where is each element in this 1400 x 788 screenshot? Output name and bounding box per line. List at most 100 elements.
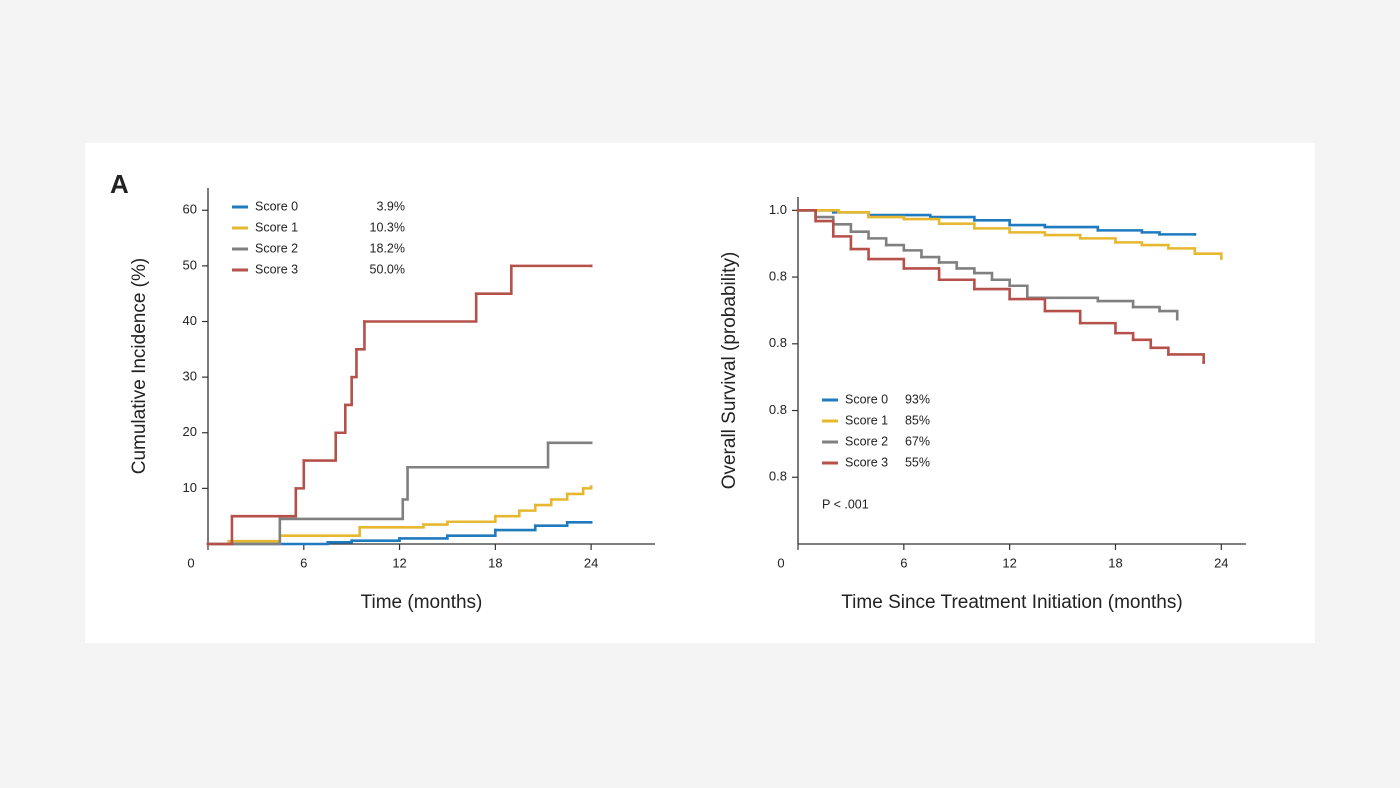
step-segment <box>867 237 888 247</box>
step-segment <box>849 247 870 261</box>
step-segment <box>302 431 338 462</box>
y-tick-label: 1.0 <box>769 202 787 217</box>
panel-label: A <box>110 169 129 199</box>
step-segment <box>1131 338 1153 350</box>
x-tick-label: 12 <box>1002 555 1016 570</box>
step-segment <box>973 287 1011 301</box>
step-segment <box>1149 346 1170 356</box>
legend-label: Score 0 <box>845 392 888 406</box>
x-tick-label: 18 <box>1108 555 1122 570</box>
annotation: P < .001 <box>822 497 869 511</box>
step-segment <box>867 257 906 270</box>
legend-label: Score 2 <box>255 241 298 255</box>
y-axis-title: Overall Survival (probability) <box>719 252 740 490</box>
legend-value: 93% <box>905 392 930 406</box>
step-segment <box>1167 247 1197 256</box>
x-tick-label: 6 <box>300 555 307 570</box>
step-segment <box>1114 331 1135 342</box>
step-segment <box>494 509 521 518</box>
y-tick-label: 20 <box>183 424 197 439</box>
legend-value: 50.0% <box>370 262 405 276</box>
step-segment <box>334 403 347 435</box>
step-segment <box>518 503 537 512</box>
step-segment <box>494 524 537 532</box>
y-tick-label: 60 <box>183 202 197 217</box>
step-segment <box>355 320 366 351</box>
step-segment <box>973 271 994 282</box>
legend-value: 10.3% <box>370 220 405 234</box>
x-tick-label: 6 <box>900 555 907 570</box>
step-segment <box>937 261 959 270</box>
y-tick-label: 0.8 <box>769 269 787 284</box>
step-segment <box>1078 321 1117 335</box>
step-segment <box>814 219 835 238</box>
legend-value: 3.9% <box>377 199 406 213</box>
x-tick-label: 24 <box>584 555 598 570</box>
step-segment <box>937 278 976 291</box>
y-tick-label: 0.8 <box>769 469 787 484</box>
legend-label: Score 1 <box>255 220 298 234</box>
step-segment <box>849 230 870 240</box>
step-segment <box>902 249 923 259</box>
step-segment <box>831 223 853 233</box>
step-segment <box>446 514 497 524</box>
step-segment <box>549 492 569 501</box>
step-segment <box>902 217 941 225</box>
step-segment <box>343 375 353 407</box>
x-tick-label: 0 <box>187 555 194 570</box>
step-segment <box>206 514 234 546</box>
step-segment <box>406 441 550 469</box>
step-segment <box>565 487 585 496</box>
step-segment <box>533 498 553 507</box>
step-segment <box>1043 309 1082 325</box>
x-tick-label: 24 <box>1214 555 1228 570</box>
step-segment <box>278 526 361 537</box>
legend-label: Score 0 <box>255 199 298 213</box>
x-axis-title: Time Since Treatment Initiation (months) <box>841 592 1182 613</box>
y-tick-label: 30 <box>183 369 197 384</box>
step-segment <box>474 264 513 295</box>
step-segment <box>973 227 1011 234</box>
step-segment <box>1008 297 1047 313</box>
step-segment <box>363 292 478 323</box>
step-segment <box>796 209 817 223</box>
step-segment <box>1096 299 1135 309</box>
step-segment <box>1131 305 1161 313</box>
step-segment <box>831 235 853 251</box>
step-segment <box>446 528 497 537</box>
step-segment <box>350 348 358 379</box>
step-segment <box>884 243 906 252</box>
x-tick-label: 18 <box>488 555 502 570</box>
legend-value: 18.2% <box>370 241 405 255</box>
x-tick-label: 12 <box>392 555 406 570</box>
step-segment <box>937 222 976 230</box>
y-axis-title: Cumulative Incidence (%) <box>129 258 150 474</box>
legend-label: Score 3 <box>845 455 888 469</box>
legend-label: Score 1 <box>845 413 888 427</box>
step-segment <box>401 465 409 501</box>
x-axis-title: Time (months) <box>361 592 483 613</box>
figure-panel <box>85 143 1315 643</box>
legend-value: 85% <box>905 413 930 427</box>
step-segment <box>1008 284 1029 300</box>
y-tick-label: 0.8 <box>769 335 787 350</box>
y-tick-label: 10 <box>183 480 197 495</box>
step-segment <box>902 267 941 282</box>
step-segment <box>837 211 870 219</box>
y-tick-label: 0.8 <box>769 402 787 417</box>
x-tick-label: 0 <box>777 555 784 570</box>
legend-label: Score 2 <box>845 434 888 448</box>
step-segment <box>294 459 306 490</box>
legend-value: 55% <box>905 455 930 469</box>
step-segment <box>1167 353 1205 364</box>
y-tick-label: 40 <box>183 313 197 328</box>
legend-label: Score 3 <box>255 262 298 276</box>
step-segment <box>1158 309 1179 321</box>
step-segment <box>973 219 1011 227</box>
legend-value: 67% <box>905 434 930 448</box>
step-segment <box>955 267 976 275</box>
step-segment <box>230 487 298 518</box>
step-segment <box>920 255 941 264</box>
step-segment <box>1193 252 1223 260</box>
